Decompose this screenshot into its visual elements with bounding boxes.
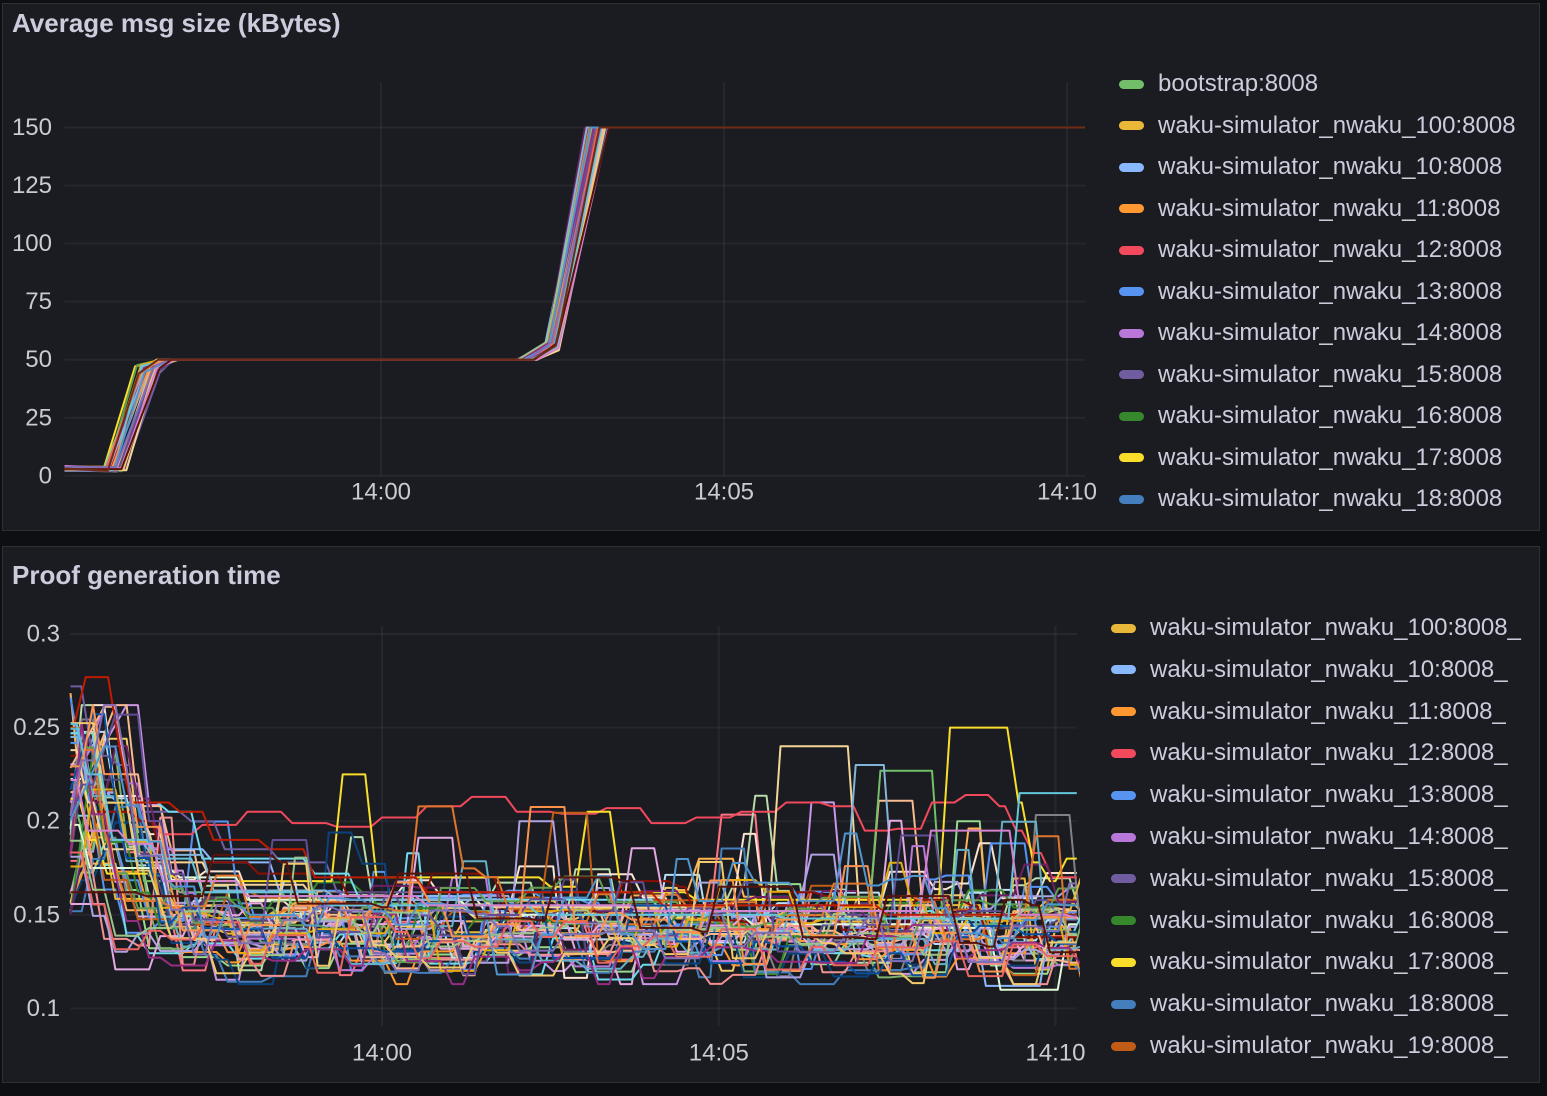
svg-text:14:00: 14:00: [351, 479, 411, 506]
svg-text:0.3: 0.3: [27, 621, 60, 648]
svg-text:0.25: 0.25: [13, 714, 60, 741]
svg-text:0.15: 0.15: [13, 901, 60, 928]
svg-text:50: 50: [25, 346, 52, 373]
svg-text:100: 100: [12, 230, 52, 257]
svg-text:0: 0: [39, 462, 52, 489]
svg-text:0.2: 0.2: [27, 808, 60, 835]
svg-text:14:10: 14:10: [1037, 479, 1097, 506]
svg-text:25: 25: [25, 404, 52, 431]
svg-text:0.1: 0.1: [27, 995, 60, 1022]
svg-text:14:05: 14:05: [689, 1040, 749, 1067]
svg-text:14:05: 14:05: [694, 479, 754, 506]
svg-text:75: 75: [25, 288, 52, 315]
svg-text:150: 150: [12, 114, 52, 141]
svg-text:14:00: 14:00: [352, 1040, 412, 1067]
svg-text:14:10: 14:10: [1025, 1040, 1085, 1067]
svg-text:125: 125: [12, 172, 52, 199]
